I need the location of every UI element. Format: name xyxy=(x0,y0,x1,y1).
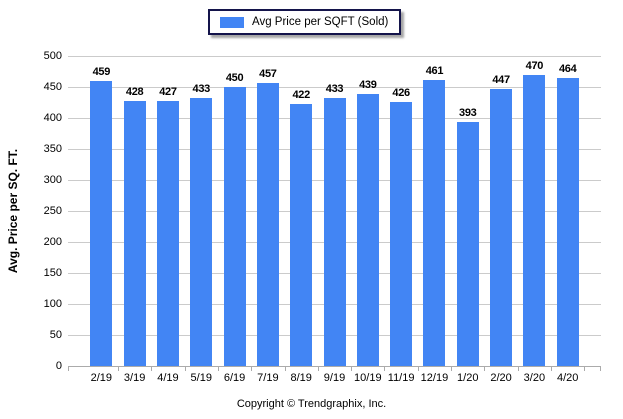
x-axis-tick xyxy=(517,366,519,371)
x-axis-tick xyxy=(384,366,386,371)
bar-value-label: 470 xyxy=(525,59,544,72)
bar-value-label: 426 xyxy=(392,86,410,99)
bar xyxy=(356,93,379,366)
y-axis-label: 300 xyxy=(43,174,62,186)
bar-value-label: 450 xyxy=(225,72,244,84)
x-axis-tick xyxy=(417,366,419,371)
bar-value-label: 461 xyxy=(425,65,444,78)
bar-value-label: 433 xyxy=(192,82,211,95)
x-axis-label: 6/19 xyxy=(223,372,246,384)
x-axis-label: 7/19 xyxy=(257,372,279,384)
y-axis-label: 50 xyxy=(49,329,62,341)
y-axis-label: 250 xyxy=(43,205,62,217)
copyright-text: Copyright © Trendgraphix, Inc. xyxy=(236,398,387,410)
x-axis-tick xyxy=(184,366,186,371)
bar-value-label: 433 xyxy=(325,82,344,95)
bar xyxy=(156,101,179,366)
y-axis-label: 400 xyxy=(43,112,62,124)
x-axis-label: 9/19 xyxy=(323,372,346,384)
bar-value-label: 422 xyxy=(292,89,310,102)
y-axis-label: 450 xyxy=(43,81,62,93)
y-axis-label: 500 xyxy=(43,50,62,62)
bar-value-label: 457 xyxy=(259,67,277,80)
y-axis-label: 100 xyxy=(43,298,62,310)
x-axis-label: 4/19 xyxy=(157,372,179,384)
bar xyxy=(523,74,546,366)
x-axis-label: 1/20 xyxy=(457,372,479,384)
x-axis-tick xyxy=(584,366,586,371)
x-axis-tick xyxy=(484,366,486,371)
bar-value-label: 459 xyxy=(92,66,111,79)
x-axis-label: 10/19 xyxy=(354,372,382,384)
x-axis-label: 2/20 xyxy=(490,372,512,384)
bar xyxy=(223,87,246,366)
x-axis-tick xyxy=(551,366,553,371)
legend-label: Avg Price per SQFT (Sold) xyxy=(252,16,389,28)
bar-value-label: 464 xyxy=(558,63,577,76)
x-axis-label: 11/19 xyxy=(387,372,415,384)
y-axis-label: 350 xyxy=(43,143,62,155)
y-axis-label: 150 xyxy=(43,267,62,279)
bar xyxy=(390,101,413,366)
legend-swatch xyxy=(220,16,244,28)
x-axis-tick xyxy=(117,366,119,371)
x-axis-label: 3/19 xyxy=(123,372,146,384)
x-axis-tick xyxy=(317,366,319,371)
x-axis-tick xyxy=(151,366,153,371)
x-axis-label: 3/20 xyxy=(523,372,546,384)
x-axis-label: 5/19 xyxy=(190,372,212,384)
x-axis-label: 12/19 xyxy=(420,372,449,384)
bar xyxy=(456,122,479,366)
gridline xyxy=(68,87,601,88)
x-axis-label: 8/19 xyxy=(290,372,312,384)
gridline xyxy=(68,56,601,57)
legend: Avg Price per SQFT (Sold) xyxy=(208,9,402,35)
bar-value-label: 447 xyxy=(492,73,510,86)
y-axis-label: 0 xyxy=(55,360,62,372)
bar xyxy=(290,104,313,366)
bar-value-label: 439 xyxy=(359,78,377,91)
bar-value-label: 427 xyxy=(159,86,177,99)
bar xyxy=(123,100,146,366)
bar-value-label: 393 xyxy=(459,107,477,120)
bar xyxy=(90,81,113,366)
x-axis-label: 4/20 xyxy=(556,372,579,384)
x-axis-tick xyxy=(451,366,453,371)
x-axis-label: 2/19 xyxy=(90,372,113,384)
bar xyxy=(190,97,213,366)
x-axis-tick xyxy=(251,366,253,371)
bar xyxy=(423,80,446,366)
plot-area: 459 428 427 433 450 457 422 433 439 426 461 393 447 4… xyxy=(68,56,601,371)
bar xyxy=(323,97,346,366)
x-axis-tick xyxy=(284,366,286,371)
x-axis-tick xyxy=(217,366,219,371)
x-axis-tick xyxy=(351,366,353,371)
x-axis-tick xyxy=(600,366,601,371)
bar xyxy=(556,78,579,366)
bar xyxy=(256,82,279,366)
bar xyxy=(490,88,513,366)
y-axis-label: 200 xyxy=(43,236,62,248)
bar-value-label: 428 xyxy=(125,85,144,98)
x-axis-tick xyxy=(68,366,69,371)
